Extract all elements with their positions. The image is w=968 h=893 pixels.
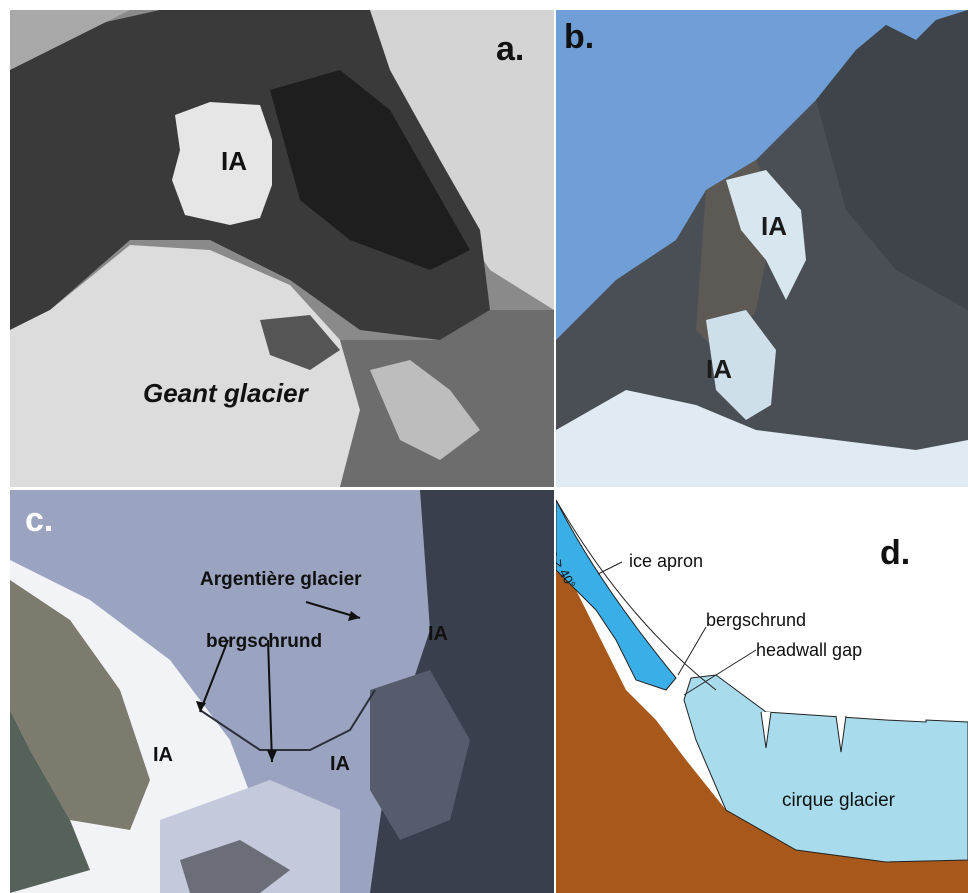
- panel-a-ia-label: IA: [221, 146, 247, 176]
- panel-d-diagram: slope > 40° d. ice apron bergschrund hea…: [556, 490, 968, 893]
- panel-c-photo: c. Argentière glacier bergschrund IA IA …: [10, 490, 554, 893]
- panel-c-image: [10, 490, 554, 893]
- panel-d-ice-apron-label: ice apron: [629, 551, 704, 571]
- panel-a-letter: a.: [496, 30, 525, 68]
- panel-b-ia-lower: IA: [706, 354, 732, 384]
- panel-c-letter: c.: [25, 501, 54, 539]
- panel-b-ia-upper: IA: [761, 211, 787, 241]
- panel-c-ia-left: IA: [153, 744, 173, 766]
- panel-b-letter: b.: [564, 18, 595, 56]
- panel-a-glacier-label: Geant glacier: [143, 378, 308, 408]
- panel-a-image: [10, 10, 554, 487]
- panel-a-photo: a. IA Geant glacier: [10, 10, 554, 487]
- panel-b-image: [556, 10, 968, 487]
- panel-c-glacier-label: Argentière glacier: [200, 569, 362, 590]
- panel-d-headwall-gap-label: headwall gap: [756, 640, 863, 660]
- panel-b-photo: b. IA IA: [556, 10, 968, 487]
- panel-d-cirque-glacier-label: cirque glacier: [782, 790, 895, 811]
- panel-c-ia-right: IA: [428, 623, 448, 645]
- panel-c-bergschrund-label: bergschrund: [206, 631, 323, 652]
- panel-d-schematic: [556, 499, 968, 893]
- panel-d-bergschrund-label: bergschrund: [706, 610, 807, 630]
- panel-d-letter: d.: [880, 534, 911, 572]
- panel-c-ia-center: IA: [330, 753, 350, 775]
